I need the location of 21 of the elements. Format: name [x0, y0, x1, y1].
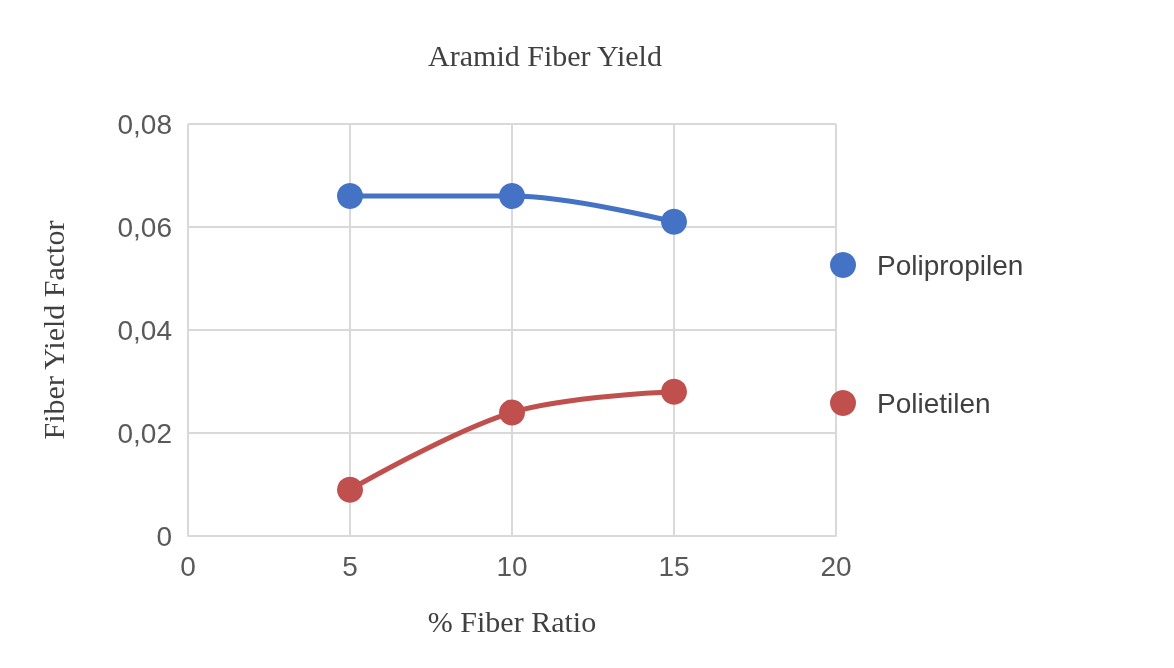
- y-tick-label: 0,08: [117, 108, 172, 140]
- y-tick-label: 0: [156, 520, 172, 552]
- y-tick-label: 0,06: [117, 211, 172, 243]
- legend-label: Polipropilen: [877, 249, 1024, 281]
- x-tick-label: 5: [342, 550, 358, 582]
- y-axis-title: Fiber Yield Factor: [36, 220, 70, 440]
- x-tick-label: 15: [658, 550, 690, 582]
- point: [499, 399, 525, 426]
- x-tick-label: 20: [820, 550, 852, 582]
- legend-label: Polietilen: [877, 387, 991, 419]
- y-tick-label: 0,04: [117, 314, 172, 346]
- chart-title: Aramid Fiber Yield: [428, 38, 662, 72]
- point: [337, 476, 363, 503]
- point: [661, 208, 687, 235]
- point: [337, 183, 363, 210]
- y-tick-label: 0,02: [117, 417, 172, 449]
- x-axis-title: % Fiber Ratio: [427, 604, 597, 638]
- point: [661, 378, 687, 405]
- point: [499, 183, 525, 210]
- x-tick-label: 0: [180, 550, 196, 582]
- x-tick-label: 10: [496, 550, 528, 582]
